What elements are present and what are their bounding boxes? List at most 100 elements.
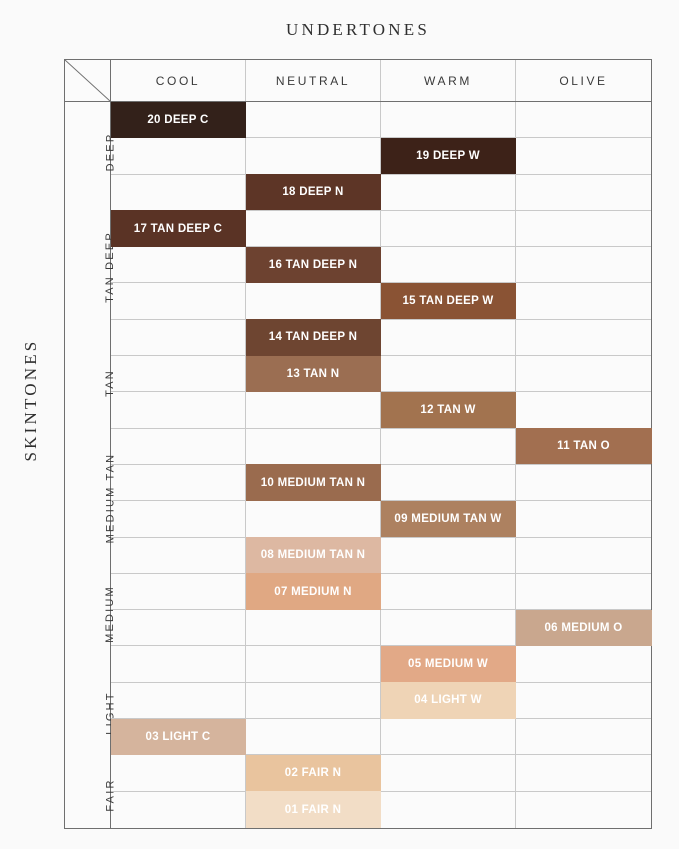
matrix-cell [381, 537, 516, 574]
matrix-cell [516, 646, 651, 683]
matrix-cell [516, 465, 651, 502]
matrix-cell [381, 319, 516, 357]
shade-swatch[interactable]: 17 TAN DEEP C [110, 210, 246, 247]
matrix-cell[interactable]: 03 LIGHT C [110, 718, 246, 756]
matrix-cell[interactable]: 06 MEDIUM O [515, 609, 652, 647]
matrix-cell[interactable]: 02 FAIR N [245, 754, 381, 792]
shade-swatch[interactable]: 14 TAN DEEP N [245, 319, 381, 356]
shade-swatch[interactable]: 20 DEEP C [110, 101, 246, 138]
matrix-cell [381, 719, 516, 756]
matrix-cell [516, 247, 651, 284]
matrix-cell[interactable]: 01 FAIR N [245, 791, 381, 829]
matrix-cell [111, 138, 246, 175]
matrix-cell [111, 610, 246, 647]
matrix-cell[interactable]: 05 MEDIUM W [380, 645, 516, 683]
matrix-cell [516, 719, 651, 756]
matrix-cell [516, 211, 651, 248]
matrix-cell [111, 755, 246, 792]
matrix-cell [111, 247, 246, 284]
matrix-cell [111, 392, 246, 429]
matrix-cell [516, 102, 651, 139]
matrix-cell [516, 683, 651, 720]
column-header-row: COOL NEUTRAL WARM OLIVE [65, 60, 651, 102]
matrix-cell[interactable]: 09 MEDIUM TAN W [380, 500, 516, 538]
shade-swatch[interactable]: 19 DEEP W [380, 137, 516, 175]
matrix-cell[interactable]: 16 TAN DEEP N [245, 246, 381, 284]
corner-diagonal-cell [65, 60, 111, 101]
matrix-cell[interactable]: 04 LIGHT W [380, 682, 516, 720]
matrix-cell [111, 464, 246, 502]
matrix-cell [381, 210, 516, 248]
matrix-cell [246, 682, 381, 720]
matrix-cell [246, 392, 381, 429]
shade-swatch[interactable]: 18 DEEP N [245, 174, 381, 211]
column-header-warm: WARM [381, 60, 516, 101]
matrix-cell[interactable]: 17 TAN DEEP C [110, 210, 246, 248]
matrix-cell [111, 428, 246, 465]
matrix-cell [111, 791, 246, 828]
shade-swatch[interactable]: 12 TAN W [380, 391, 516, 429]
shade-swatch[interactable]: 01 FAIR N [245, 791, 381, 829]
matrix-cell[interactable]: 18 DEEP N [245, 174, 381, 211]
matrix-cell [111, 174, 246, 211]
matrix-cell [381, 573, 516, 611]
shade-swatch[interactable]: 09 MEDIUM TAN W [380, 500, 516, 538]
matrix-cell [516, 574, 651, 611]
column-header-neutral: NEUTRAL [246, 60, 381, 101]
matrix-cell [516, 392, 651, 429]
matrix-cell [381, 428, 516, 465]
matrix-cell [246, 501, 381, 538]
skintone-undertone-matrix: COOL NEUTRAL WARM OLIVE DEEP TAN DEEP TAN M… [64, 59, 652, 829]
matrix-cell [381, 610, 516, 647]
matrix-cell [111, 537, 246, 574]
shade-swatch[interactable]: 15 TAN DEEP W [380, 282, 516, 320]
matrix-cell [381, 755, 516, 792]
matrix-cell[interactable]: 20 DEEP C [110, 101, 246, 139]
shade-swatch[interactable]: 10 MEDIUM TAN N [245, 464, 381, 501]
matrix-cell [381, 356, 516, 393]
shade-swatch[interactable]: 11 TAN O [515, 428, 652, 465]
shade-swatch[interactable]: 03 LIGHT C [110, 718, 246, 755]
matrix-cell[interactable]: 07 MEDIUM N [245, 573, 381, 611]
matrix-cell[interactable]: 19 DEEP W [380, 137, 516, 175]
matrix-cell [381, 102, 516, 139]
matrix-cell [111, 319, 246, 357]
matrix-cell [516, 356, 651, 393]
matrix-cell[interactable]: 11 TAN O [515, 428, 652, 465]
matrix-cell [516, 320, 651, 357]
matrix-cell[interactable]: 13 TAN N [245, 355, 381, 393]
matrix-cell [516, 283, 651, 320]
shade-swatch[interactable]: 13 TAN N [245, 355, 381, 392]
skintones-axis-title: SKINTONES [21, 338, 40, 462]
matrix-grid: 20 DEEP C 19 DEEP W 18 DEEP N 17 TAN DEEP C… [110, 101, 652, 829]
shade-swatch[interactable]: 02 FAIR N [245, 754, 381, 792]
shade-swatch[interactable]: 06 MEDIUM O [515, 609, 652, 646]
matrix-cell [516, 538, 651, 574]
matrix-cell[interactable]: 12 TAN W [380, 391, 516, 429]
matrix-cell[interactable]: 14 TAN DEEP N [245, 319, 381, 357]
shade-swatch[interactable]: 07 MEDIUM N [245, 573, 381, 610]
row-group-label-rail: DEEP TAN DEEP TAN MEDIUM TAN MEDIUM LIGHT FAIR [65, 102, 116, 828]
shade-swatch[interactable]: 05 MEDIUM W [380, 645, 516, 683]
shade-swatch[interactable]: 08 MEDIUM TAN N [245, 537, 381, 574]
matrix-cell [246, 719, 381, 756]
matrix-cell [516, 755, 651, 792]
matrix-cell [111, 283, 246, 320]
matrix-cell [381, 247, 516, 284]
matrix-cell [516, 138, 651, 175]
matrix-cell [246, 210, 381, 248]
matrix-cell [246, 610, 381, 647]
shade-swatch[interactable]: 04 LIGHT W [380, 682, 516, 719]
matrix-cell [516, 792, 651, 828]
matrix-cell [516, 175, 651, 211]
matrix-cell [111, 573, 246, 611]
matrix-cell [246, 138, 381, 175]
matrix-cell [381, 791, 516, 828]
shade-swatch[interactable]: 16 TAN DEEP N [245, 246, 381, 283]
matrix-cell [111, 356, 246, 393]
column-header-cool: COOL [111, 60, 246, 101]
matrix-cell[interactable]: 08 MEDIUM TAN N [245, 537, 381, 574]
matrix-cell[interactable]: 15 TAN DEEP W [380, 282, 516, 320]
matrix-cell[interactable]: 10 MEDIUM TAN N [245, 464, 381, 502]
matrix-cell [111, 682, 246, 720]
